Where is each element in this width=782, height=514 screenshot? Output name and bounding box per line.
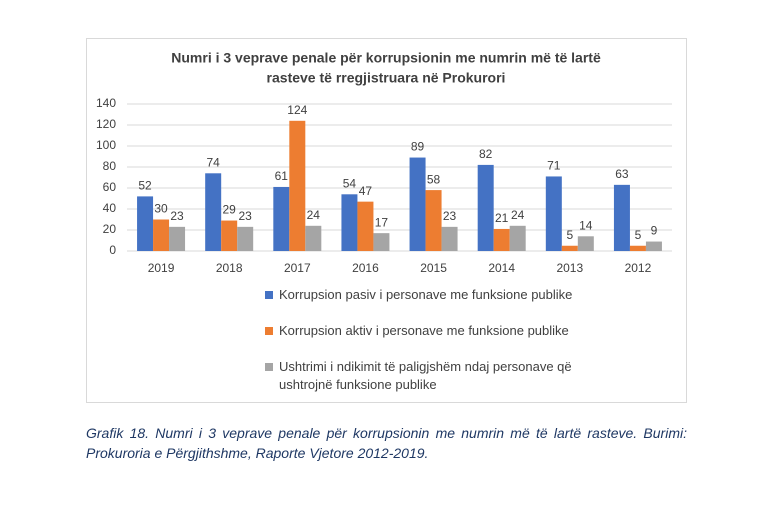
data-label: 23	[443, 209, 457, 223]
bar	[273, 186, 290, 251]
data-label: 5	[635, 228, 642, 242]
y-tick-label: 140	[96, 96, 116, 110]
data-label: 30	[154, 202, 168, 216]
bar	[373, 233, 390, 251]
bar	[305, 225, 322, 251]
legend-swatch	[265, 363, 273, 371]
y-tick-label: 60	[103, 180, 117, 194]
legend-label: Ushtrimi i ndikimit të paligjshëm ndaj p…	[279, 359, 572, 392]
bar	[441, 226, 458, 251]
legend-swatch	[265, 327, 273, 335]
bar	[493, 228, 510, 251]
x-tick-label: 2012	[625, 261, 652, 275]
data-label: 74	[207, 155, 221, 169]
y-tick-label: 120	[96, 117, 116, 131]
x-tick-label: 2014	[488, 261, 515, 275]
data-label: 82	[479, 147, 493, 161]
legend-swatch	[265, 291, 273, 299]
data-label: 124	[287, 103, 307, 117]
data-label: 89	[411, 140, 425, 154]
bar	[477, 164, 494, 251]
x-tick-label: 2015	[420, 261, 447, 275]
data-label: 58	[427, 172, 441, 186]
bar	[357, 201, 374, 251]
bar	[561, 245, 578, 251]
data-label: 21	[495, 211, 509, 225]
bar	[289, 120, 306, 251]
data-label: 14	[579, 218, 593, 232]
bar	[577, 236, 594, 251]
bar	[137, 196, 154, 251]
x-tick-label: 2013	[556, 261, 583, 275]
bar	[613, 184, 630, 251]
data-label: 23	[170, 209, 184, 223]
bar	[341, 194, 358, 251]
y-tick-label: 0	[109, 243, 116, 257]
data-label: 17	[375, 215, 389, 229]
bar	[205, 173, 222, 251]
x-tick-label: 2019	[148, 261, 175, 275]
data-label: 54	[343, 176, 357, 190]
y-tick-label: 80	[103, 159, 117, 173]
data-label: 29	[223, 203, 237, 217]
legend-entry: Korrupsion aktiv i personave me funksion…	[265, 322, 595, 340]
bar	[221, 220, 238, 251]
chart-title: Numri i 3 veprave penale për korrupsioni…	[171, 50, 601, 66]
bar	[545, 176, 562, 251]
bar	[645, 241, 662, 251]
legend-label: Korrupsion aktiv i personave me funksion…	[279, 323, 569, 338]
legend-entry: Korrupsion pasiv i personave me funksion…	[265, 286, 595, 304]
data-label: 71	[547, 159, 561, 173]
legend-entry: Ushtrimi i ndikimit të paligjshëm ndaj p…	[265, 358, 595, 394]
bar	[509, 225, 526, 251]
y-tick-label: 40	[103, 201, 117, 215]
caption: Grafik 18. Numri i 3 veprave penale për …	[86, 425, 687, 461]
bar	[169, 226, 186, 251]
y-tick-label: 100	[96, 138, 116, 152]
data-label: 24	[307, 208, 321, 222]
data-label: 24	[511, 208, 525, 222]
data-label: 5	[566, 228, 573, 242]
chart: Numri i 3 veprave penale për korrupsioni…	[96, 50, 672, 275]
x-tick-label: 2018	[216, 261, 243, 275]
bar	[629, 245, 646, 251]
data-label: 23	[239, 209, 253, 223]
data-label: 9	[651, 224, 658, 238]
bar	[409, 157, 426, 251]
data-label: 61	[275, 169, 289, 183]
x-tick-label: 2016	[352, 261, 379, 275]
bar	[237, 226, 254, 251]
bar	[153, 219, 170, 251]
data-label: 52	[138, 179, 152, 193]
bar	[425, 190, 442, 251]
chart-title: rasteve të rregjistruara në Prokurori	[267, 70, 506, 86]
data-label: 63	[615, 167, 629, 181]
data-label: 47	[359, 184, 373, 198]
y-tick-label: 20	[103, 222, 117, 236]
legend-label: Korrupsion pasiv i personave me funksion…	[279, 287, 573, 302]
chart-frame	[86, 38, 687, 403]
x-tick-label: 2017	[284, 261, 311, 275]
legend: Korrupsion pasiv i personave me funksion…	[265, 286, 595, 412]
